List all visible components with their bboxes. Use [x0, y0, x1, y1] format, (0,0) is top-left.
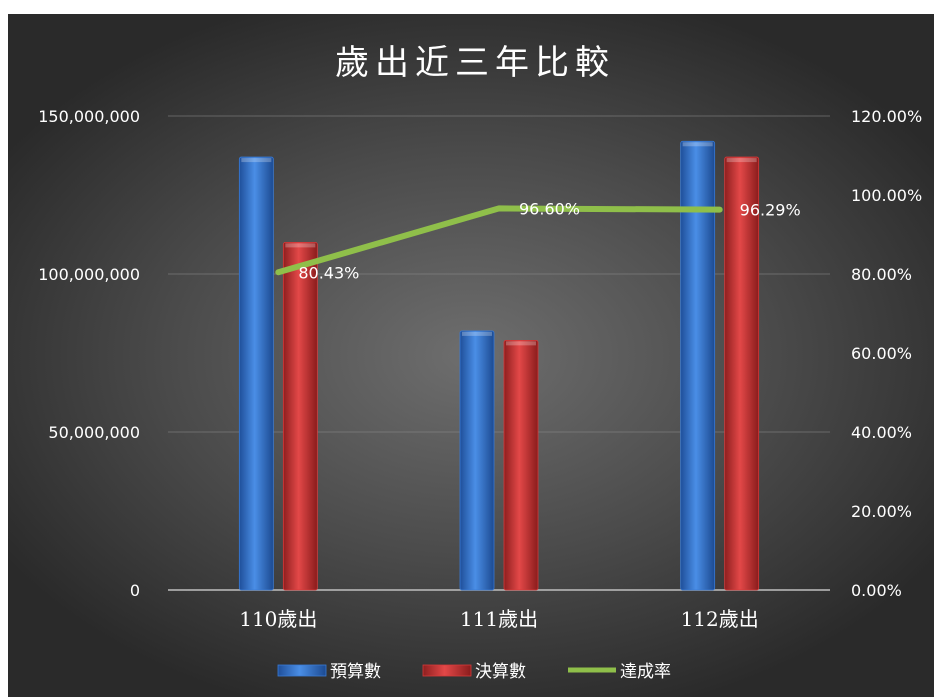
bar-highlight [462, 331, 492, 336]
bar-final-1 [503, 339, 539, 591]
right-axis: 0.00% 20.00% 40.00% 60.00% 80.00% 100.00% 120.… [851, 107, 922, 600]
left-tick-label: 50,000,000 [48, 423, 140, 442]
legend-swatch-1 [422, 664, 472, 677]
bar-highlight [241, 158, 272, 163]
rate-data-label: 96.60% [519, 199, 580, 218]
rate-data-label: 80.43% [298, 263, 359, 282]
bar-highlight [682, 142, 713, 147]
right-tick-label: 40.00% [851, 423, 912, 442]
rate-data-label: 96.29% [740, 201, 801, 220]
chart-frame: 歲出近三年比較 0 50,000,000 100,000,000 150,000,00… [8, 14, 934, 697]
legend: 預算數 決算數 達成率 [277, 662, 671, 682]
bar-budget-1 [459, 330, 495, 591]
right-tick-label: 120.00% [851, 107, 922, 126]
right-tick-label: 100.00% [851, 186, 922, 205]
legend-label: 預算數 [330, 662, 381, 682]
right-tick-label: 0.00% [851, 581, 902, 600]
bar-budget-2 [680, 140, 716, 591]
right-tick-label: 60.00% [851, 344, 912, 363]
left-tick-label: 100,000,000 [38, 265, 140, 284]
legend-label: 達成率 [620, 662, 671, 682]
chart-title: 歲出近三年比較 [335, 43, 615, 83]
legend-label: 決算數 [475, 662, 526, 682]
bar-highlight [726, 158, 757, 163]
bar-budget-0 [238, 156, 274, 591]
category-label: 110歲出 [239, 607, 317, 631]
bar-highlight [506, 341, 536, 346]
right-tick-label: 80.00% [851, 265, 912, 284]
bars [238, 140, 760, 591]
left-tick-label: 0 [130, 581, 140, 600]
category-labels: 110歲出 111歲出 112歲出 [239, 607, 759, 631]
rate-line: 80.43% 96.60% 96.29% [275, 199, 801, 282]
rate-line-path [275, 205, 723, 276]
bar-highlight [285, 243, 316, 248]
right-tick-label: 20.00% [851, 502, 912, 521]
bar-final-2 [724, 156, 760, 591]
category-label: 111歲出 [460, 607, 538, 631]
legend-swatch-0 [277, 664, 327, 677]
left-axis: 0 50,000,000 100,000,000 150,000,000 [38, 107, 140, 600]
left-tick-label: 150,000,000 [38, 107, 140, 126]
category-label: 112歲出 [681, 607, 759, 631]
bar-final-0 [282, 241, 318, 591]
chart-svg: 歲出近三年比較 0 50,000,000 100,000,000 150,000,00… [38, 43, 922, 682]
